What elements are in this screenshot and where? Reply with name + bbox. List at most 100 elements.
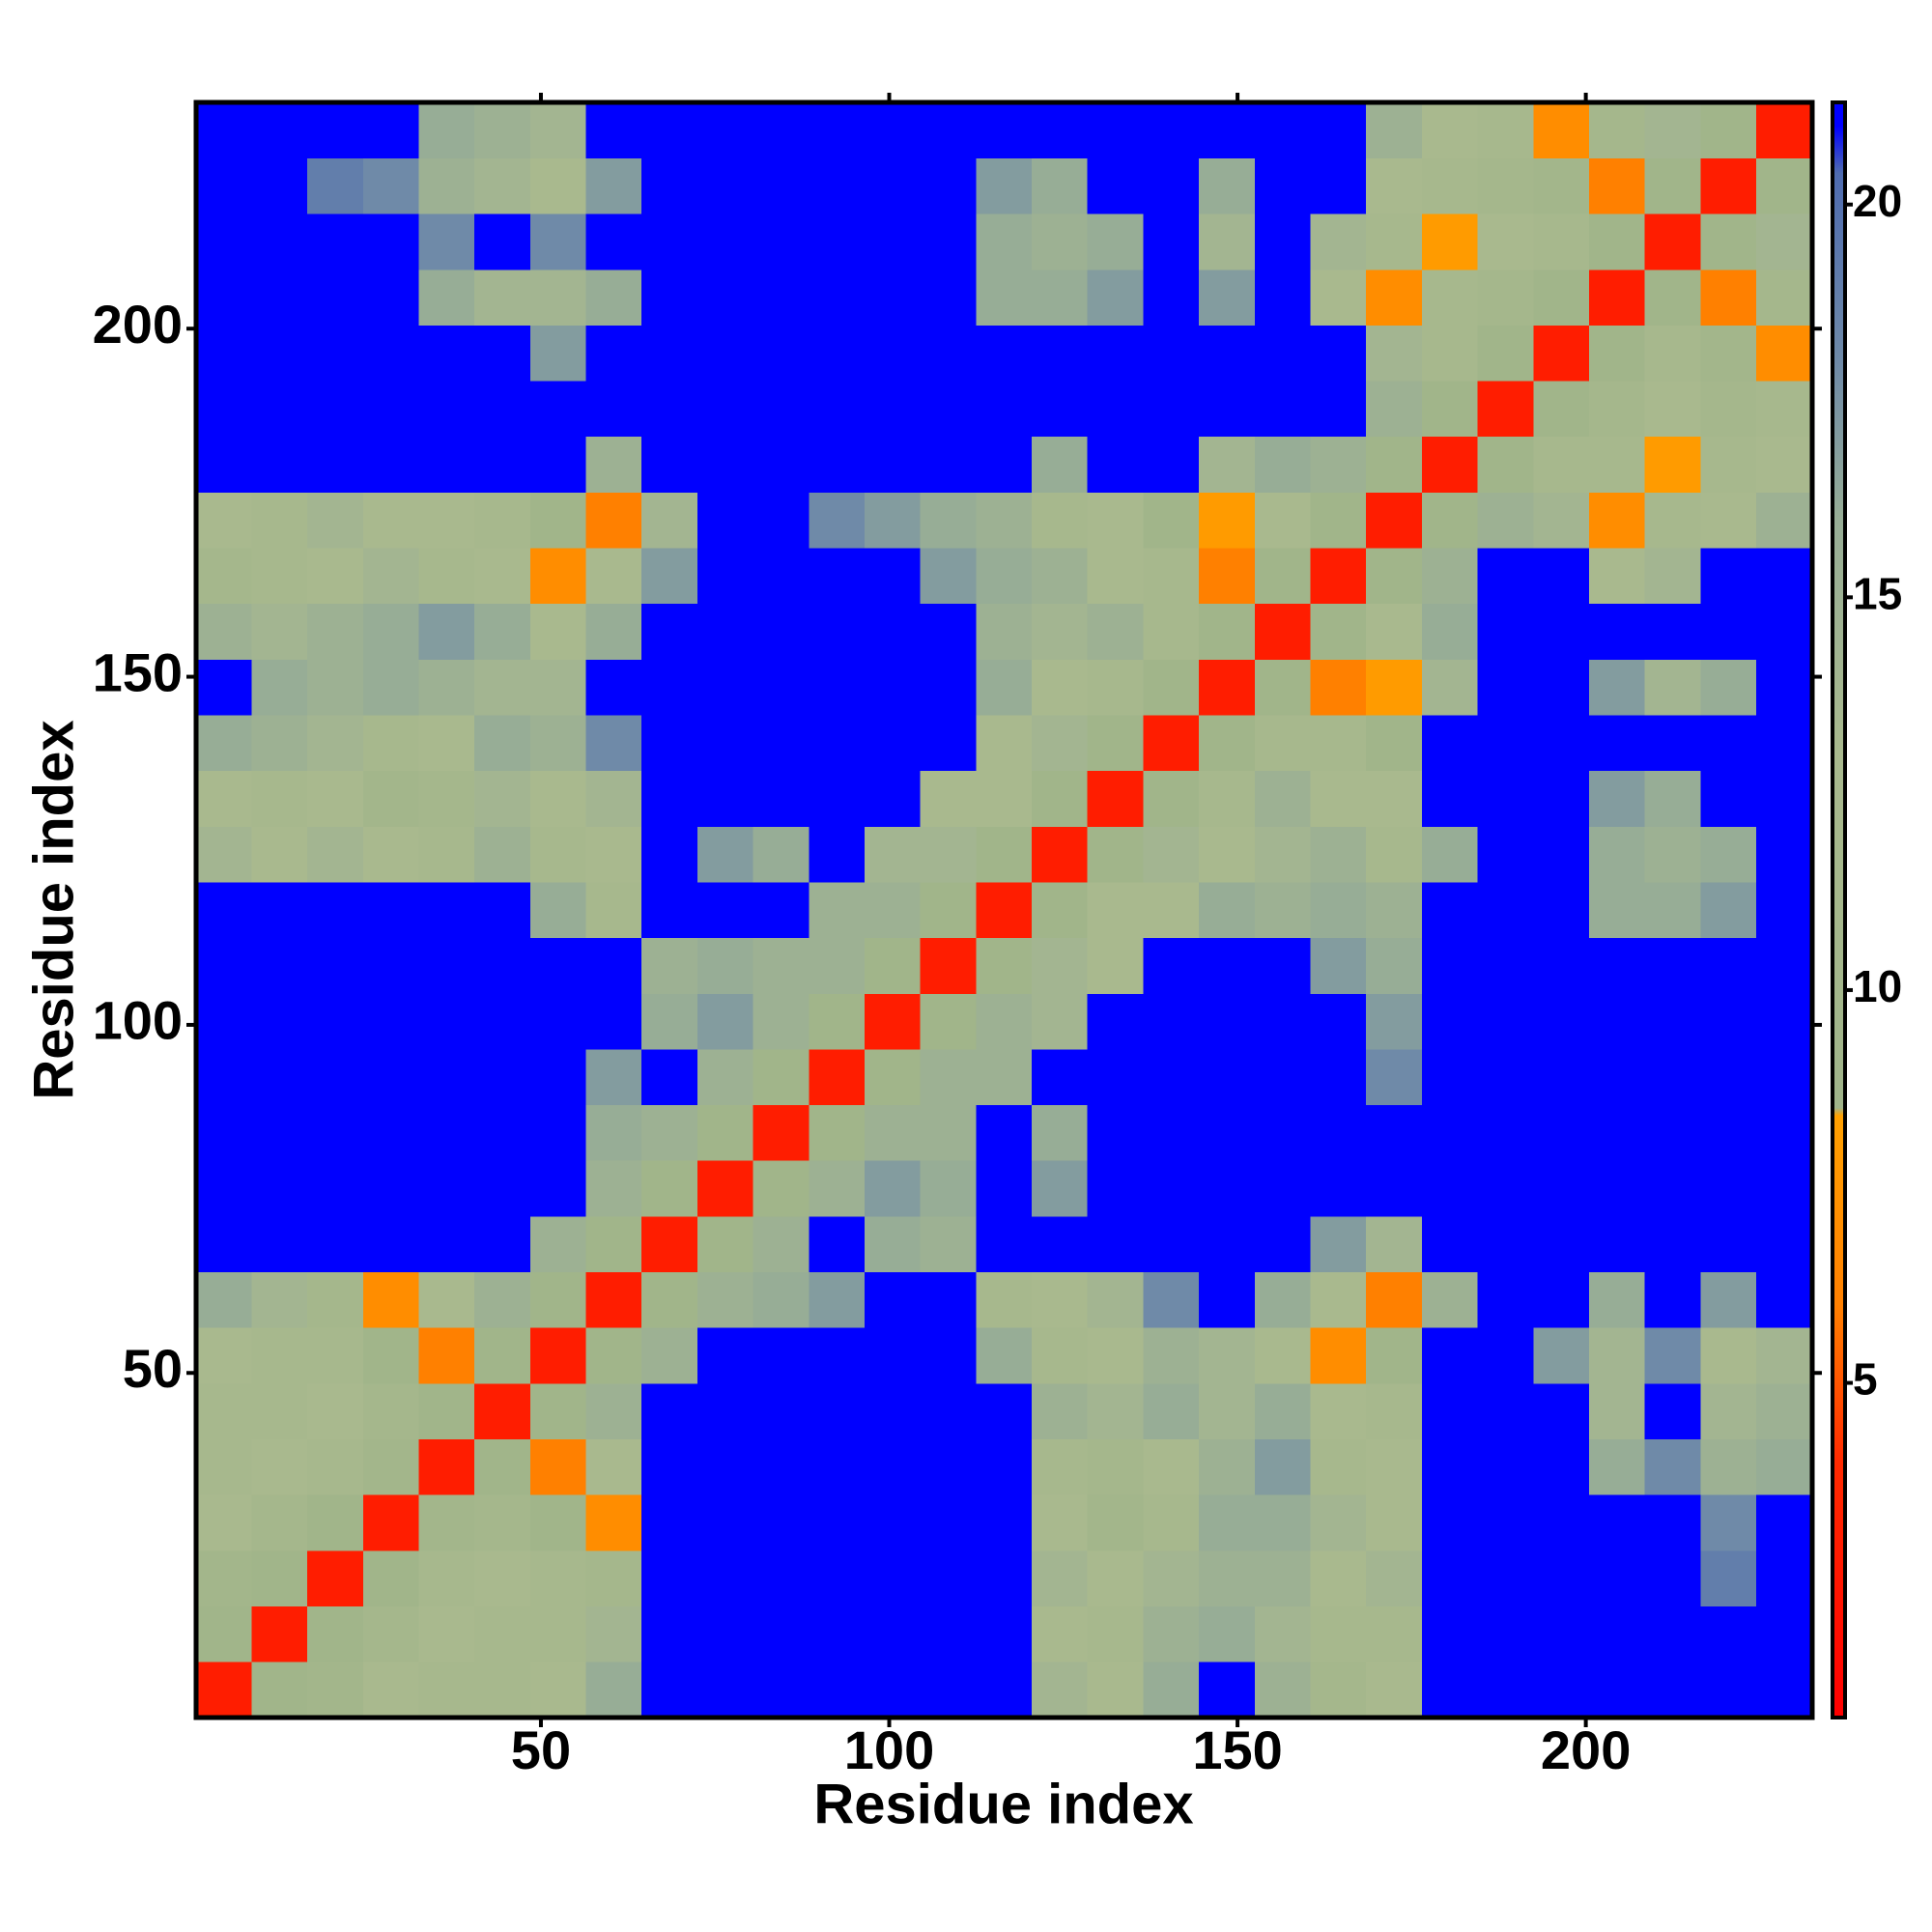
heatmap-cell bbox=[195, 826, 252, 883]
heatmap-cell bbox=[696, 993, 754, 1050]
heatmap-cell bbox=[418, 1048, 475, 1106]
heatmap-cell bbox=[1588, 1605, 1646, 1662]
heatmap-cell bbox=[864, 436, 922, 493]
heatmap-cell bbox=[976, 213, 1033, 270]
heatmap-cell bbox=[585, 1549, 642, 1606]
heatmap-cell bbox=[251, 826, 308, 883]
heatmap-cell bbox=[809, 1605, 866, 1662]
heatmap-cell bbox=[696, 603, 754, 660]
heatmap-cell bbox=[474, 101, 531, 158]
heatmap-cell bbox=[1032, 714, 1089, 772]
heatmap-cell bbox=[1421, 1215, 1479, 1273]
heatmap-cell bbox=[251, 1215, 308, 1273]
heatmap-cell bbox=[307, 436, 364, 493]
heatmap-cell bbox=[1533, 993, 1590, 1050]
heatmap-cell bbox=[641, 325, 698, 382]
heatmap-cell bbox=[1310, 380, 1367, 438]
heatmap-cell bbox=[696, 213, 754, 270]
heatmap-cell bbox=[864, 770, 922, 827]
heatmap-cell bbox=[976, 659, 1033, 716]
heatmap-cell bbox=[585, 881, 642, 939]
heatmap-cell bbox=[529, 603, 587, 660]
heatmap-cell bbox=[1700, 1271, 1757, 1328]
heatmap-cell bbox=[1700, 380, 1757, 438]
heatmap-cell bbox=[753, 659, 810, 716]
heatmap-cell bbox=[696, 826, 754, 883]
heatmap-cell bbox=[1199, 325, 1256, 382]
heatmap-cell bbox=[1421, 1048, 1479, 1106]
heatmap-cell bbox=[1087, 269, 1145, 326]
heatmap-cell bbox=[641, 1662, 698, 1719]
heatmap-cell bbox=[1254, 826, 1312, 883]
heatmap-cell bbox=[864, 1605, 922, 1662]
heatmap-cell bbox=[1644, 993, 1701, 1050]
heatmap-cell bbox=[1533, 1271, 1590, 1328]
heatmap-cell bbox=[641, 1104, 698, 1161]
heatmap-cell bbox=[1199, 1104, 1256, 1161]
heatmap-cell bbox=[251, 492, 308, 549]
heatmap-cell bbox=[474, 1438, 531, 1495]
heatmap-cell bbox=[362, 157, 420, 214]
heatmap-cell bbox=[1199, 101, 1256, 158]
heatmap-cell bbox=[864, 1327, 922, 1384]
heatmap-cell bbox=[1477, 380, 1534, 438]
heatmap-cell bbox=[362, 1549, 420, 1606]
heatmap-cell bbox=[529, 659, 587, 716]
heatmap-cell bbox=[920, 101, 977, 158]
heatmap-cell bbox=[251, 1160, 308, 1217]
heatmap-cell bbox=[1588, 1048, 1646, 1106]
heatmap-cell bbox=[1032, 659, 1089, 716]
heatmap-cell bbox=[864, 937, 922, 994]
heatmap-cell bbox=[1421, 325, 1479, 382]
heatmap-cell bbox=[1421, 770, 1479, 827]
heatmap-cell bbox=[474, 826, 531, 883]
heatmap-cell bbox=[474, 1494, 531, 1551]
heatmap-cell bbox=[195, 1494, 252, 1551]
heatmap-cell bbox=[585, 1605, 642, 1662]
heatmap-cell bbox=[976, 157, 1033, 214]
heatmap-cell bbox=[362, 1271, 420, 1328]
heatmap-cell bbox=[1700, 1382, 1757, 1440]
heatmap-cell bbox=[1087, 1048, 1145, 1106]
heatmap-cell bbox=[809, 1438, 866, 1495]
heatmap-cell bbox=[1087, 1215, 1145, 1273]
heatmap-cell bbox=[1032, 1494, 1089, 1551]
heatmap-cell bbox=[809, 269, 866, 326]
heatmap-cell bbox=[696, 1327, 754, 1384]
heatmap-cell bbox=[1644, 1104, 1701, 1161]
heatmap-cell bbox=[529, 1662, 587, 1719]
heatmap-cell bbox=[474, 436, 531, 493]
heatmap-cell bbox=[920, 881, 977, 939]
heatmap-cell bbox=[1087, 1662, 1145, 1719]
heatmap-cell bbox=[251, 1438, 308, 1495]
heatmap-cell bbox=[920, 380, 977, 438]
heatmap-cell bbox=[1032, 547, 1089, 605]
heatmap-cell bbox=[1032, 1048, 1089, 1106]
heatmap-cell bbox=[195, 1104, 252, 1161]
heatmap-cell bbox=[1644, 547, 1701, 605]
heatmap-cell bbox=[1700, 547, 1757, 605]
heatmap-cell bbox=[641, 157, 698, 214]
heatmap-cell bbox=[1310, 1438, 1367, 1495]
heatmap-cell bbox=[195, 1605, 252, 1662]
heatmap-cell bbox=[753, 1549, 810, 1606]
heatmap-cell bbox=[418, 1605, 475, 1662]
heatmap-cell bbox=[1421, 1382, 1479, 1440]
heatmap-cell bbox=[1421, 1327, 1479, 1384]
heatmap-cell bbox=[418, 993, 475, 1050]
heatmap-cell bbox=[641, 659, 698, 716]
heatmap-cell bbox=[1087, 1271, 1145, 1328]
heatmap-cell bbox=[753, 157, 810, 214]
heatmap-cell bbox=[920, 1549, 977, 1606]
heatmap-cell bbox=[1143, 1271, 1200, 1328]
heatmap-cell bbox=[1310, 603, 1367, 660]
colorbar-tick-label: 10 bbox=[1853, 961, 1902, 1011]
heatmap-cell bbox=[976, 826, 1033, 883]
heatmap-cell bbox=[1700, 937, 1757, 994]
heatmap-cell bbox=[696, 325, 754, 382]
heatmap-cell bbox=[1366, 714, 1423, 772]
heatmap-cell bbox=[1310, 937, 1367, 994]
heatmap-cell bbox=[529, 1215, 587, 1273]
heatmap-cell bbox=[1588, 1549, 1646, 1606]
heatmap-cell bbox=[1366, 937, 1423, 994]
